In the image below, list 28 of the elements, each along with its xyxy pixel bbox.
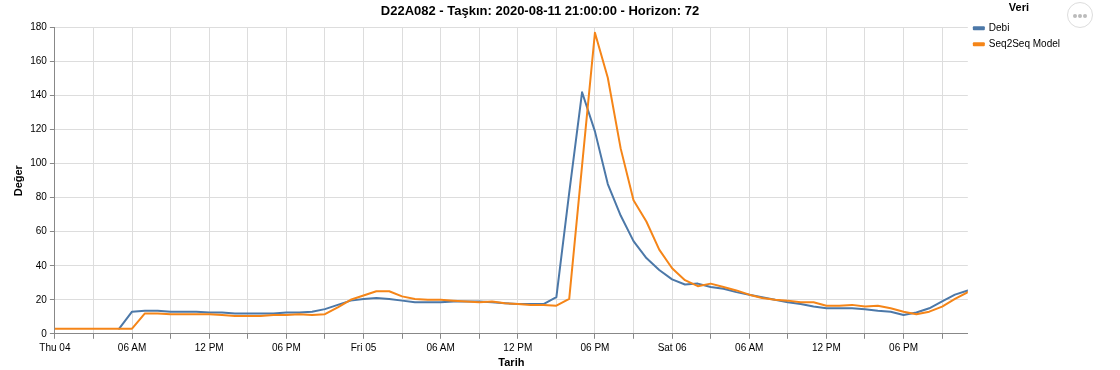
x-tick-label: 06 AM (735, 341, 764, 353)
x-tick-label: 06 PM (889, 341, 918, 353)
x-tick-label: Thu 04 (39, 341, 71, 353)
x-tick-label: 12 PM (503, 341, 533, 353)
x-tick-label: 06 AM (117, 341, 147, 353)
y-tick-label: 140 (30, 89, 48, 101)
y-tick-label: 60 (35, 225, 48, 237)
chart-title: D22A082 - Taşkın: 2020-08-11 21:00:00 - Horizon: 72 (380, 3, 700, 19)
x-tick-label: 06 PM (271, 341, 301, 353)
legend-title: Veri (1008, 0, 1030, 13)
x-tick-label: Sat 06 (657, 341, 687, 353)
y-tick-label: 100 (30, 157, 48, 169)
legend-label: Debi (988, 21, 1010, 33)
x-tick-label: 06 AM (426, 341, 455, 353)
y-tick-label: 80 (35, 191, 48, 203)
legend-label: Seq2Seq Model (988, 37, 1061, 49)
y-tick-label: 180 (30, 21, 48, 33)
y-tick-label: 0 (41, 327, 48, 339)
y-tick-label: 160 (30, 55, 48, 67)
y-axis-title: Değer (11, 164, 24, 197)
x-tick-label: 12 PM (194, 341, 224, 353)
y-tick-label: 20 (35, 293, 48, 305)
x-tick-label: 06 PM (580, 341, 610, 353)
x-tick-label: Fri 05 (350, 341, 377, 353)
y-tick-label: 120 (30, 123, 48, 135)
x-axis-title: Tarih (498, 356, 525, 369)
y-tick-label: 40 (35, 259, 48, 271)
x-tick-label: 12 PM (811, 341, 841, 353)
